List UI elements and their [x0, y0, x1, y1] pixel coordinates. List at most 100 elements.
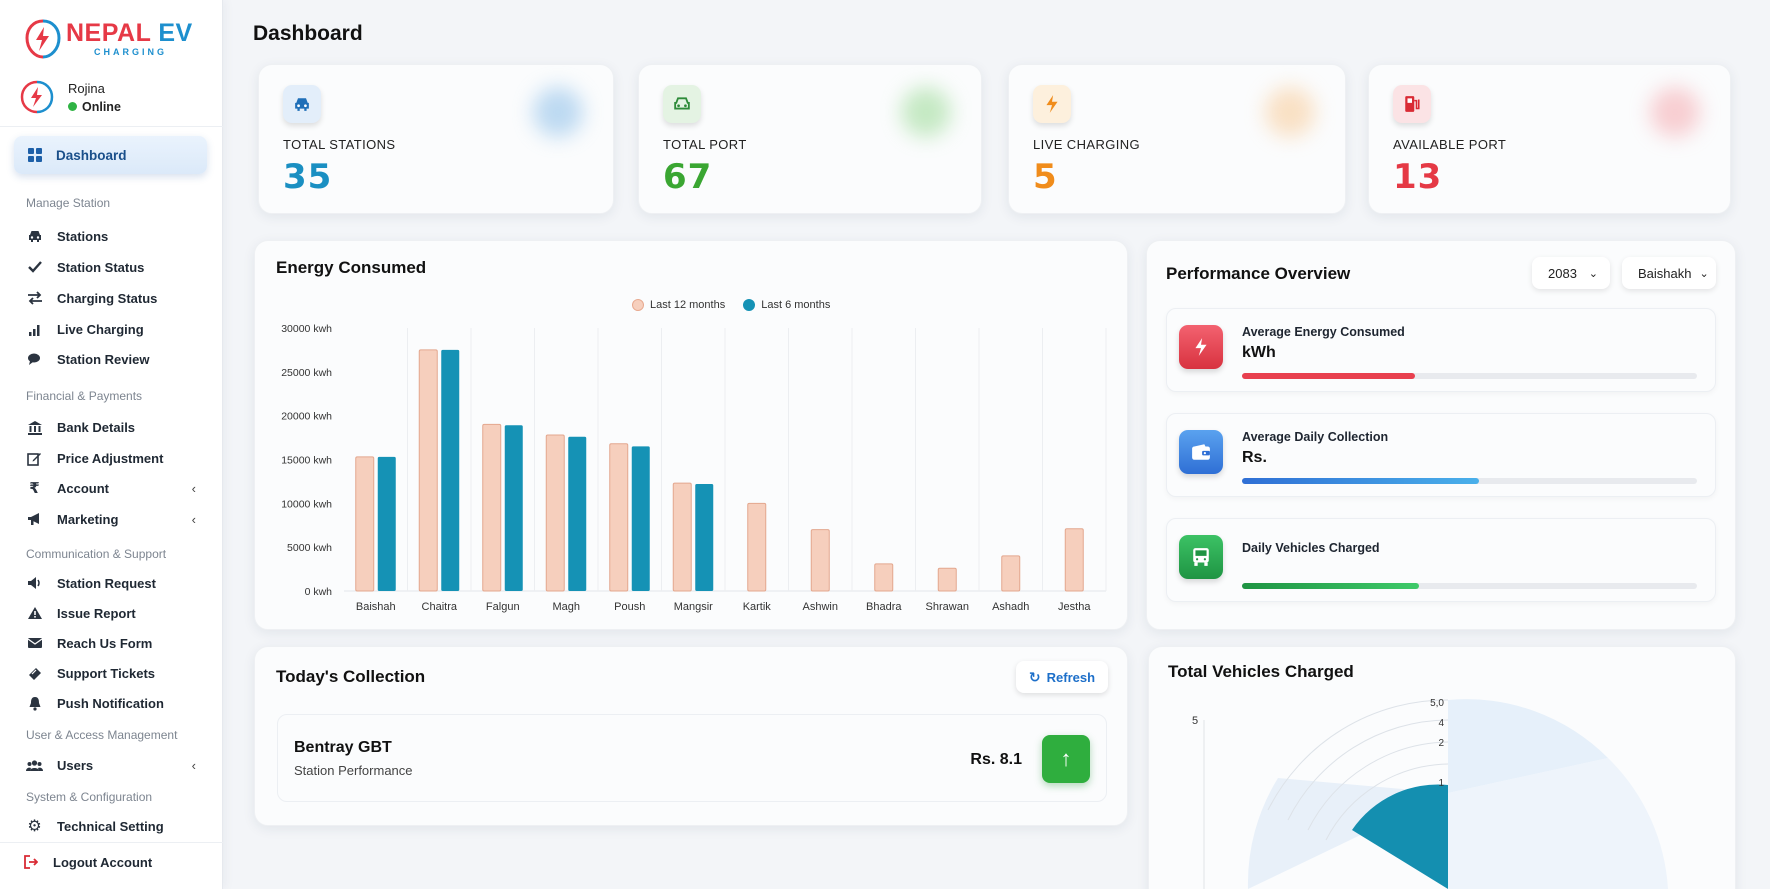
sidebar-item-station-review[interactable]: Station Review [26, 347, 196, 371]
bar-last-12-months[interactable] [355, 456, 375, 592]
bar-last-12-months[interactable] [482, 423, 502, 592]
stat-card-live-charging[interactable]: LIVE CHARGING 5 [1008, 64, 1346, 214]
month-select[interactable]: Baishakh ⌄ [1622, 257, 1716, 289]
polar-tick-label: 2 [1438, 738, 1444, 749]
stat-card-available-port[interactable]: AVAILABLE PORT 13 [1368, 64, 1731, 214]
sidebar-item-label: Push Notification [57, 695, 164, 711]
polar-tick-label: 4 [1438, 718, 1444, 729]
legend-item[interactable]: Last 12 months [632, 299, 725, 311]
collection-item[interactable]: Bentray GBT Station Performance Rs. 8.1 … [277, 714, 1107, 802]
bar-last-6-months[interactable] [631, 446, 650, 591]
stat-label: TOTAL STATIONS [283, 137, 396, 152]
y-tick-label: 30000 kwh [281, 323, 332, 335]
bar-last-12-months[interactable] [609, 443, 629, 592]
bar-last-12-months[interactable] [810, 529, 830, 592]
energy-bar-chart: 0 kwh 5000 kwh 10000 kwh 15000 kwh 20000 kwh… [281, 323, 1107, 613]
bar-last-6-months[interactable] [377, 456, 396, 591]
x-tick-label: Bhadra [866, 601, 902, 613]
logout-button[interactable]: Logout Account [22, 850, 192, 874]
sidebar-item-issue-report[interactable]: Issue Report [26, 601, 196, 625]
sidebar-item-station-status[interactable]: Station Status [26, 255, 196, 279]
stat-label: AVAILABLE PORT [1393, 137, 1507, 152]
bar-last-12-months[interactable] [672, 482, 692, 592]
perf-item-vehicles[interactable]: Daily Vehicles Charged [1166, 518, 1716, 602]
sidebar-item-price-adjustment[interactable]: Price Adjustment [26, 446, 196, 470]
edit-icon [26, 450, 43, 467]
sidebar-item-reach-us-form[interactable]: Reach Us Form [26, 631, 196, 655]
bell-icon [26, 695, 43, 712]
station-name: Bentray GBT [294, 739, 392, 756]
bar-last-12-months[interactable] [747, 502, 767, 592]
stat-card-total-stations[interactable]: TOTAL STATIONS 35 [258, 64, 614, 214]
sidebar-item-account[interactable]: ₹ Account ‹ [26, 476, 196, 500]
polar-gridline [1267, 699, 1449, 811]
polar-slice[interactable] [1448, 758, 1668, 889]
bar-last-6-months[interactable] [441, 349, 460, 591]
bank-icon [26, 419, 43, 436]
bar-last-12-months[interactable] [874, 563, 894, 592]
legend-swatch [632, 299, 644, 311]
station-subtitle: Station Performance [294, 763, 413, 778]
car-icon [283, 85, 321, 123]
progress-fill [1242, 373, 1415, 379]
comments-icon [26, 351, 43, 368]
logout-icon [22, 854, 39, 871]
sidebar-item-technical-setting[interactable]: ⚙ Technical Setting [26, 814, 196, 838]
bar-last-6-months[interactable] [504, 425, 523, 591]
collection-amount: Rs. 8.1 [970, 751, 1022, 768]
bar-last-12-months[interactable] [1064, 528, 1084, 592]
bar-last-12-months[interactable] [545, 434, 565, 592]
chevron-left-icon: ‹ [191, 757, 196, 773]
sidebar-item-live-charging[interactable]: Live Charging [26, 317, 196, 341]
sidebar-item-label: Marketing [57, 511, 119, 527]
perf-item-collection[interactable]: Average Daily Collection Rs. [1166, 413, 1716, 497]
sidebar-item-label: Stations [57, 228, 109, 244]
stat-value: 5 [1033, 157, 1058, 197]
perf-value: Rs. [1242, 449, 1267, 466]
sidebar-item-users[interactable]: Users ‹ [26, 753, 196, 777]
sidebar-item-dashboard[interactable]: Dashboard [14, 136, 207, 174]
bar-last-12-months[interactable] [418, 349, 438, 592]
stat-card-total-port[interactable]: TOTAL PORT 67 [638, 64, 982, 214]
brand-logo[interactable]: NEPAL EV CHARGING [24, 18, 204, 60]
brand-name-a: NEPAL [66, 19, 151, 47]
refresh-button[interactable]: ↻ Refresh [1016, 661, 1108, 693]
user-profile[interactable]: Rojina Online [20, 80, 121, 114]
sidebar-item-bank-details[interactable]: Bank Details [26, 415, 196, 439]
brand-tagline: CHARGING [94, 47, 167, 57]
arrow-up-icon[interactable]: ↑ [1042, 735, 1090, 783]
vehicles-polar-chart: 5 5,0 4 2 1 [1192, 698, 1668, 889]
decorative-blob [901, 87, 951, 137]
perf-item-energy[interactable]: Average Energy Consumed kWh [1166, 308, 1716, 392]
sidebar-item-label: Account [57, 480, 109, 496]
polar-slice[interactable] [1448, 699, 1608, 793]
stat-label: LIVE CHARGING [1033, 137, 1141, 152]
sidebar-item-label: Station Review [57, 351, 150, 367]
bar-last-12-months[interactable] [937, 567, 957, 592]
legend-item[interactable]: Last 6 months [743, 299, 830, 311]
year-select[interactable]: 2083 ⌄ [1532, 257, 1610, 289]
chevron-left-icon: ‹ [191, 480, 196, 496]
bar-last-12-months[interactable] [1001, 555, 1021, 592]
bar-last-6-months[interactable] [568, 436, 587, 591]
sidebar-item-label: Reach Us Form [57, 635, 153, 651]
section-title: System & Configuration [26, 790, 153, 804]
sidebar-item-support-tickets[interactable]: Support Tickets [26, 661, 196, 685]
sidebar-item-label: Bank Details [57, 419, 136, 435]
sidebar-item-stations[interactable]: Stations [26, 224, 196, 248]
x-tick-label: Ashadh [992, 601, 1029, 613]
sidebar-item-station-request[interactable]: Station Request [26, 571, 196, 595]
polar-slice[interactable] [1352, 784, 1448, 889]
sidebar-item-push-notification[interactable]: Push Notification [26, 691, 196, 715]
grid-icon [28, 148, 42, 162]
sidebar-item-label: Station Status [57, 259, 145, 275]
chevron-down-icon: ⌄ [1588, 267, 1598, 280]
progress-fill [1242, 478, 1479, 484]
avatar [20, 80, 54, 114]
sidebar-item-marketing[interactable]: Marketing ‹ [26, 507, 196, 531]
sidebar-item-label: Live Charging [57, 321, 144, 337]
polar-tick-label: 5,0 [1430, 698, 1444, 709]
sidebar-item-charging-status[interactable]: Charging Status [26, 286, 196, 310]
bar-last-6-months[interactable] [695, 484, 714, 591]
rupee-icon: ₹ [29, 480, 40, 497]
